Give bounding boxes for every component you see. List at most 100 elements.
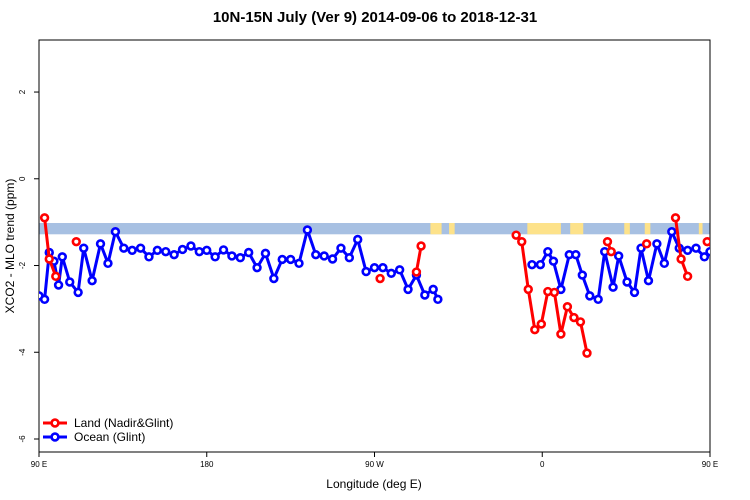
series-ocean-point xyxy=(361,266,371,277)
series-ocean-point xyxy=(302,225,313,235)
x-tick-label: 90 W xyxy=(365,460,384,469)
series-ocean-point xyxy=(319,251,329,261)
series-land-point xyxy=(39,213,50,223)
band-land-patch xyxy=(698,223,703,235)
series-land-point xyxy=(411,267,422,277)
series-ocean-point xyxy=(652,239,662,249)
series-ocean-point xyxy=(135,243,146,253)
series-ocean-point xyxy=(585,291,595,301)
series-land xyxy=(39,213,710,358)
series-ocean-point xyxy=(177,244,188,255)
series-land-point xyxy=(606,246,616,257)
y-tick-label: 0 xyxy=(18,176,27,181)
series-ocean-point xyxy=(127,245,137,256)
x-tick-label: 90 E xyxy=(31,460,47,469)
series-land-point xyxy=(71,236,81,247)
series-land-point xyxy=(549,287,560,298)
series-ocean-point xyxy=(535,259,546,270)
series-ocean-point xyxy=(705,246,710,257)
series-land-point xyxy=(602,236,613,247)
series-ocean xyxy=(39,225,710,305)
series-ocean-point xyxy=(622,277,632,287)
series-land-point xyxy=(676,254,686,264)
series-ocean-point xyxy=(87,275,97,286)
series-ocean-point xyxy=(103,258,113,269)
series-land-point xyxy=(682,271,693,282)
series-ocean-point xyxy=(285,254,296,265)
series-land-point xyxy=(569,312,579,323)
series-land-point xyxy=(582,348,592,358)
x-tick-label: 180 xyxy=(200,460,214,469)
series-ocean-point xyxy=(420,290,430,300)
series-ocean-point xyxy=(667,226,677,237)
series-ocean-point xyxy=(311,249,321,260)
series-land-point xyxy=(702,236,710,247)
series-ocean-point xyxy=(194,246,204,257)
series-ocean-point xyxy=(269,273,279,284)
x-axis-title: Longitude (deg E) xyxy=(326,477,421,491)
y-tick-label: -4 xyxy=(18,348,27,356)
band-land-patch xyxy=(527,223,561,235)
y-tick-label: 2 xyxy=(18,89,27,94)
series-ocean-point xyxy=(593,294,603,305)
series-ocean-point xyxy=(629,287,640,298)
series-ocean-point xyxy=(344,253,355,263)
legend: Land (Nadir&Glint)Ocean (Glint) xyxy=(43,416,173,444)
series-ocean-point xyxy=(336,243,346,253)
series-ocean-point xyxy=(327,254,338,264)
series-land-point xyxy=(511,230,521,240)
series-ocean-point xyxy=(186,241,196,251)
series-ocean-point xyxy=(53,280,64,290)
y-axis-title: XCO2 - MLO trend (ppm) xyxy=(3,179,17,314)
series-ocean-point xyxy=(577,270,588,280)
series-land-point xyxy=(51,271,61,282)
y-tick-label: -6 xyxy=(18,435,27,443)
series-ocean-point xyxy=(243,247,254,258)
series-ocean-point xyxy=(73,287,83,298)
legend-marker xyxy=(50,432,60,442)
series-land-point xyxy=(530,325,540,335)
series-ocean-point xyxy=(144,252,154,262)
series-ocean-point xyxy=(378,262,388,273)
series-ocean-point xyxy=(636,243,646,253)
series-land-point xyxy=(416,241,426,251)
series-ocean-point xyxy=(659,258,670,269)
legend-label: Land (Nadir&Glint) xyxy=(74,416,173,430)
series-ocean-point xyxy=(227,251,237,261)
series-land-point xyxy=(575,317,586,327)
series-ocean-point xyxy=(353,234,363,245)
series-ocean-point xyxy=(613,251,624,261)
chart-title: 10N-15N July (Ver 9) 2014-09-06 to 2018-… xyxy=(212,9,538,26)
series-land-point xyxy=(562,302,573,312)
series-ocean-point xyxy=(110,226,121,237)
band-land-patch xyxy=(449,223,455,235)
series-land-point xyxy=(44,254,54,264)
series-ocean-point xyxy=(548,256,559,266)
series-land-point xyxy=(375,273,385,284)
series-ocean-point xyxy=(65,277,75,287)
series-land-point xyxy=(641,239,652,249)
legend-label: Ocean (Glint) xyxy=(74,430,145,444)
series-land-point xyxy=(556,329,566,339)
series-ocean-point xyxy=(252,262,262,273)
series-ocean-point xyxy=(394,265,405,275)
series-ocean-point xyxy=(218,245,229,255)
series-ocean-point xyxy=(691,243,701,253)
x-tick-label: 0 xyxy=(540,460,545,469)
series-ocean-point xyxy=(682,245,693,256)
series-ocean-point xyxy=(369,262,380,273)
retrieval-band xyxy=(39,223,710,235)
series-ocean-point xyxy=(403,284,413,295)
series-ocean-point xyxy=(428,284,438,295)
y-axis: 2 0 -2 -4 -6 xyxy=(18,89,39,443)
series-ocean-point xyxy=(608,282,618,292)
series-ocean-point xyxy=(543,246,553,257)
series-land-point xyxy=(670,213,681,223)
series-land-point xyxy=(517,236,527,247)
series-ocean-point xyxy=(210,252,220,262)
band-rect xyxy=(39,223,710,235)
series-ocean-point xyxy=(95,239,106,249)
series-ocean-point xyxy=(386,268,396,279)
series-ocean-point xyxy=(169,249,179,260)
